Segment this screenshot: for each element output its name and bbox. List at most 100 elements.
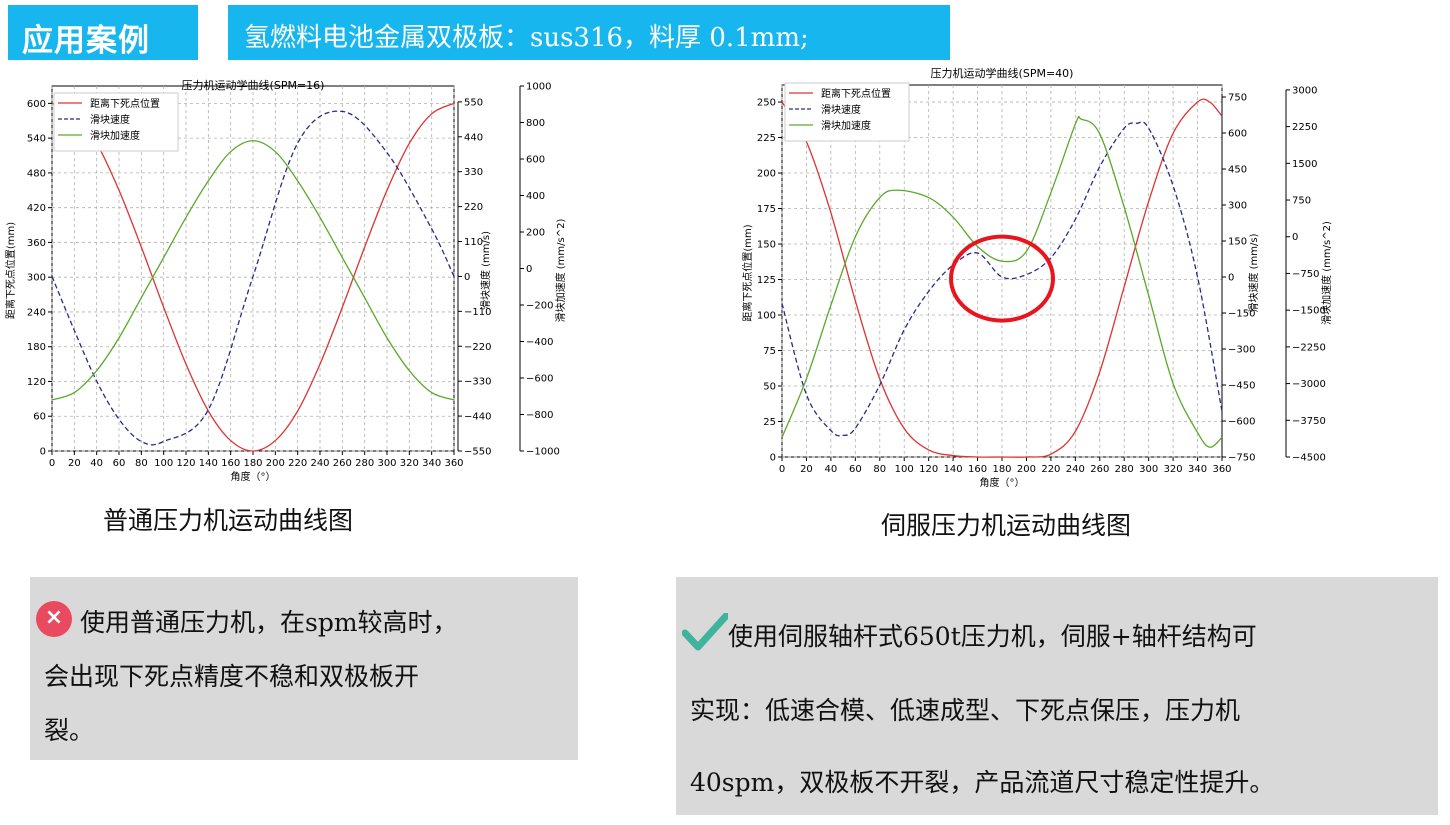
chart-1-axis-2-tick-label: −750 <box>1292 269 1319 280</box>
chart-0-series-0-line <box>51 102 455 452</box>
note-left-line-3: 裂。 <box>44 716 95 745</box>
chart-1-axis-2-tick-label: 0 <box>1292 232 1298 243</box>
chart-0-y-tick-label: 540 <box>27 134 46 145</box>
chart-0-y-tick-label: 300 <box>27 273 46 284</box>
note-right: 使用伺服轴杆式650t压力机，伺服+轴杆结构可 实现：低速合模、低速成型、下死点… <box>676 577 1438 815</box>
chart-0-axis-2-tick-label: 400 <box>526 191 545 202</box>
title-banner: 氢燃料电池金属双极板：sus316，料厚 0.1mm; <box>228 5 950 60</box>
note-right-line-2: 实现：低速合模、低速成型、下死点保压，压力机 <box>690 696 1241 725</box>
chart-0-axis-1-tick-label: −110 <box>464 307 491 318</box>
chart-1-y-tick-label: 100 <box>757 311 776 322</box>
chart-0-y-tick-label: 600 <box>27 99 46 110</box>
chart-0-x-tick-label: 40 <box>90 458 103 469</box>
chart-1-x-tick-label: 320 <box>1164 464 1183 475</box>
chart-1-x-tick-label: 260 <box>1090 464 1109 475</box>
chart-1-x-tick-label: 40 <box>825 464 838 475</box>
chart-0-axis-2-tick-label: −200 <box>526 301 553 312</box>
chart-0-axis-2-tick-label: 1000 <box>526 82 551 93</box>
case-label-banner: 应用案例 <box>8 5 198 60</box>
chart-0-x-tick-label: 220 <box>288 458 307 469</box>
chart-0-axis-1-tick-label: −330 <box>464 377 491 388</box>
chart-1-axis-2-tick-label: −4500 <box>1292 453 1326 464</box>
chart-0-x-tick-label: 180 <box>243 458 262 469</box>
chart-0-axis-1-tick-label: 220 <box>464 202 483 213</box>
chart-1-x-tick-label: 340 <box>1188 464 1207 475</box>
chart-0-legend-label-1: 滑块速度 <box>90 113 130 126</box>
chart-0-x-tick-label: 320 <box>400 458 419 469</box>
chart-0-axis-1-tick-label: −550 <box>464 447 491 458</box>
chart-0-y-tick-label: 420 <box>27 203 46 214</box>
chart-1-x-tick-label: 140 <box>944 464 963 475</box>
chart-0-x-tick-label: 120 <box>176 458 195 469</box>
chart-0-x-tick-label: 360 <box>444 458 463 469</box>
chart-1-x-tick-label: 240 <box>1066 464 1085 475</box>
note-left-line-1: 使用普通压力机，在spm较高时， <box>80 608 458 637</box>
chart-1-x-axis-label: 角度（°） <box>980 476 1025 489</box>
chart-0-axis-1-tick-label: 110 <box>464 237 483 248</box>
chart-0-x-tick-label: 160 <box>221 458 240 469</box>
chart-0-axis-1-tick-label: 440 <box>464 132 483 143</box>
chart-1-y-tick-label: 25 <box>763 417 776 428</box>
chart-1-legend-label-2: 滑块加速度 <box>821 119 871 132</box>
chart-1-y-tick-label: 150 <box>757 240 776 251</box>
chart-1-axis-0-label: 距离下死点位置(mm) <box>741 224 754 321</box>
chart-0-axis-2-tick-label: −400 <box>526 337 553 348</box>
chart-1-axis-1-tick-label: −750 <box>1228 453 1255 464</box>
chart-1-x-tick-label: 280 <box>1115 464 1134 475</box>
chart-1-x-tick-label: 220 <box>1041 464 1060 475</box>
note-right-line-3: 40spm，双极板不开裂，产品流道尺寸稳定性提升。 <box>690 768 1275 797</box>
chart-0-axis-2-tick-label: 600 <box>526 155 545 166</box>
chart-1-x-tick-label: 200 <box>1017 464 1036 475</box>
chart-1-x-tick-label: 100 <box>895 464 914 475</box>
note-right-line-1: 使用伺服轴杆式650t压力机，伺服+轴杆结构可 <box>728 622 1257 651</box>
chart-0-x-tick-label: 60 <box>113 458 126 469</box>
chart-1-axis-1-tick-label: −150 <box>1228 309 1255 320</box>
chart-1-axis-2-tick-label: −3750 <box>1292 416 1326 427</box>
chart-1-x-tick-label: 80 <box>873 464 886 475</box>
chart-0-axis-1-tick-label: 550 <box>464 97 483 108</box>
chart-1-title: 压力机运动学曲线(SPM=40) <box>931 66 1074 80</box>
note-left: × 使用普通压力机，在spm较高时， 会出现下死点精度不稳和双极板开 裂。 <box>30 577 578 760</box>
chart-0-axis-1-tick-label: 330 <box>464 167 483 178</box>
chart-1-axis-1-tick-label: 450 <box>1228 165 1247 176</box>
chart-0-x-tick-label: 240 <box>310 458 329 469</box>
chart-1-y-tick-label: 225 <box>757 133 776 144</box>
chart-0-x-tick-label: 200 <box>266 458 285 469</box>
chart-1-axis-1-tick-label: −600 <box>1228 417 1255 428</box>
chart-0-x-tick-label: 140 <box>199 458 218 469</box>
chart-0-x-tick-label: 80 <box>135 458 148 469</box>
check-icon <box>682 613 728 651</box>
chart-0-axis-2-tick-label: 800 <box>526 118 545 129</box>
chart-0-x-axis-label: 角度（°） <box>231 470 276 483</box>
chart-1-axis-2-tick-label: 1500 <box>1292 159 1317 170</box>
chart-0-y-tick-label: 360 <box>27 238 46 249</box>
chart-0-y-tick-label: 0 <box>40 447 46 458</box>
chart-1-axis-1-tick-label: −300 <box>1228 345 1255 356</box>
chart-0-x-tick-label: 260 <box>333 458 352 469</box>
page-title: 氢燃料电池金属双极板：sus316，料厚 0.1mm; <box>244 23 809 53</box>
chart-0-axis-1-tick-label: −440 <box>464 412 491 423</box>
chart-0-axis-2-label: 滑块加速度 (mm/s^2) <box>554 219 567 323</box>
chart-0-axis-2-tick-label: −600 <box>526 374 553 385</box>
chart-1-axis-1-tick-label: 0 <box>1228 273 1234 284</box>
chart-0-axis-1-tick-label: −220 <box>464 342 491 353</box>
chart-0-x-tick-label: 300 <box>377 458 396 469</box>
chart-1-axis-2-tick-label: −1500 <box>1292 306 1326 317</box>
chart-0-axis-0-label: 距离下死点位置(mm) <box>4 222 17 319</box>
chart-1-axis-1-tick-label: −450 <box>1228 381 1255 392</box>
chart-1-x-tick-label: 20 <box>800 464 813 475</box>
chart-1-y-tick-label: 125 <box>757 275 776 286</box>
chart-1-y-tick-label: 175 <box>757 204 776 215</box>
chart-0-legend-label-2: 滑块加速度 <box>90 129 140 142</box>
chart-1-axis-2-tick-label: 2250 <box>1292 122 1317 133</box>
close-icon: × <box>36 601 72 637</box>
chart-1-series-1-line <box>781 121 1223 437</box>
caption-left: 普通压力机运动曲线图 <box>103 506 354 535</box>
chart-0-y-tick-label: 180 <box>27 342 46 353</box>
chart-0-y-tick-label: 60 <box>33 412 46 423</box>
chart-1-axis-2-label: 滑块加速度 (mm/s^2) <box>1320 221 1333 325</box>
case-label: 应用案例 <box>22 23 150 59</box>
chart-1-x-tick-label: 180 <box>992 464 1011 475</box>
chart-1-y-tick-label: 50 <box>763 382 776 393</box>
